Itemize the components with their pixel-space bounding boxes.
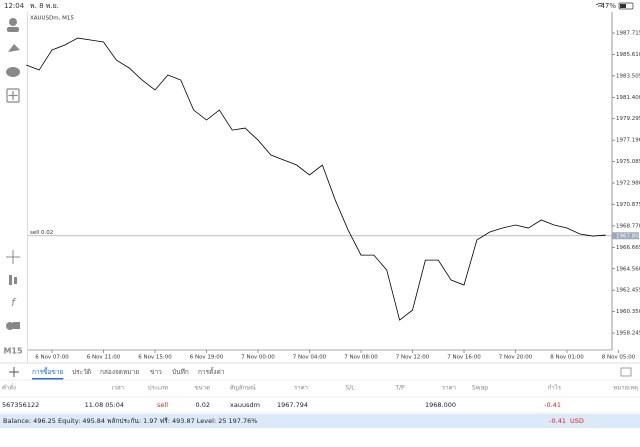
- column-header: Swap: [472, 385, 488, 392]
- column-header: เวลา: [112, 385, 124, 392]
- tab[interactable]: บันทึก: [172, 368, 189, 376]
- cell-order: 567356122: [2, 401, 39, 409]
- status-date: พ. 8 พ.ย.: [30, 2, 59, 10]
- y-tick-label: 1985.610: [616, 52, 640, 58]
- column-header: คำสั่ง: [2, 384, 16, 392]
- timeframe-button[interactable]: M15: [3, 347, 23, 356]
- x-tick-label: 6 Nov 15:00: [138, 355, 172, 361]
- y-tick-label: 1960.350: [616, 309, 640, 315]
- cell-size: 0.02: [196, 401, 210, 409]
- terminal-content: การซื้อขาย ประวัติ กล่องจดหมาย ข่าว บันทึก กา…: [2, 367, 638, 409]
- x-tick-label: 8 Nov 01:00: [550, 355, 584, 361]
- column-header: กำไร: [548, 384, 562, 392]
- x-tick-label: 7 Nov 04:00: [293, 355, 327, 361]
- x-tick-label: 7 Nov 08:00: [344, 355, 378, 361]
- battery-level: [620, 4, 626, 8]
- column-header: T/P: [394, 385, 405, 392]
- column-header: ขนาด: [195, 385, 211, 392]
- cell-time: 11.08 05:04: [85, 401, 124, 409]
- y-tick-label: 1966.665: [616, 245, 640, 251]
- tab[interactable]: การตั้งค่า: [198, 367, 225, 376]
- x-tick-label: 6 Nov 07:00: [35, 355, 69, 361]
- y-tick-label: 1977.190: [616, 138, 640, 144]
- indicator-icon[interactable]: f: [11, 296, 17, 309]
- new-order-icon[interactable]: [6, 88, 20, 103]
- tab[interactable]: ข่าว: [150, 368, 162, 376]
- y-tick-label: 1970.875: [616, 202, 640, 208]
- x-tick-label: 6 Nov 19:00: [190, 355, 224, 361]
- wifi-icon: [595, 3, 605, 7]
- terminal-panel: [0, 362, 640, 447]
- cell-current-price: 1968.000: [425, 401, 456, 409]
- new-order-plus: [8, 91, 18, 100]
- status-time: 12:04: [4, 2, 25, 10]
- cell-price: 1967.794: [277, 401, 308, 409]
- chart-title: XAUUSDm, M15: [30, 16, 74, 22]
- column-header: S/L: [345, 385, 355, 392]
- cell-symbol: xauusdm: [230, 401, 260, 409]
- column-header: หมายเหตุ: [613, 385, 638, 392]
- y-tick-label: 1981.400: [616, 95, 640, 101]
- account-icon-body: [7, 27, 19, 32]
- cell-type: sell: [157, 401, 168, 409]
- summary-text: Balance: 496.25 Equity: 495.84 พลักประกั…: [3, 417, 257, 425]
- summary-currency: USD: [570, 417, 584, 425]
- current-price-label: 1967.800: [616, 233, 640, 239]
- order-line-label: sell 0.02: [30, 230, 53, 236]
- cell-profit: -0.41: [544, 401, 561, 409]
- account-icon[interactable]: [9, 18, 17, 26]
- tab-underline: [32, 378, 64, 380]
- column-header: ประเภท: [148, 385, 168, 392]
- y-tick-label: 1962.455: [616, 288, 640, 294]
- chart: 1987.715 1985.610 1983.505 1981.400 1979.295…: [26, 31, 640, 361]
- summary-profit: -0.41: [549, 417, 566, 425]
- crosshair-icon[interactable]: [6, 250, 20, 264]
- x-tick-label: 7 Nov 00:00: [241, 355, 275, 361]
- x-tick-label: 7 Nov 20:00: [499, 355, 533, 361]
- y-tick-label: 1987.715: [616, 31, 640, 37]
- x-tick-label: 7 Nov 16:00: [447, 355, 481, 361]
- objects-icon[interactable]: [6, 322, 14, 330]
- column-header: ราคา: [442, 385, 456, 392]
- y-tick-label: 1975.085: [616, 159, 640, 165]
- column-header: สัญลักษณ์: [230, 384, 256, 392]
- y-tick-label: 1972.980: [616, 181, 640, 187]
- tab[interactable]: กล่องจดหมาย: [100, 368, 139, 376]
- candles-icon-2: [14, 277, 17, 284]
- column-header: ราคา: [294, 385, 308, 392]
- y-tick-label: 1979.295: [616, 116, 640, 122]
- objects-icon-2: [13, 322, 20, 329]
- y-tick-label: 1968.770: [616, 223, 640, 229]
- candles-icon[interactable]: [9, 275, 12, 285]
- x-tick-label: 8 Nov 05:00: [602, 355, 636, 361]
- summary-bar: [0, 414, 640, 428]
- y-tick-label: 1964.560: [616, 266, 640, 272]
- price-line: [26, 37, 606, 321]
- battery-icon: [618, 2, 634, 10]
- add-button[interactable]: [9, 367, 19, 377]
- toolbar: f: [6, 18, 20, 330]
- y-tick-label: 1958.245: [616, 331, 640, 337]
- trade-icon[interactable]: [8, 44, 20, 52]
- x-tick-label: 6 Nov 11:00: [87, 355, 121, 361]
- chat-icon[interactable]: [6, 67, 20, 77]
- current-price-tag: [612, 232, 639, 240]
- panel-toggle[interactable]: [620, 367, 632, 377]
- tab[interactable]: ประวัติ: [72, 368, 91, 376]
- status-battery: 47%: [600, 2, 616, 10]
- x-tick-label: 7 Nov 12:00: [396, 355, 430, 361]
- y-tick-label: 1983.505: [616, 73, 640, 79]
- tab[interactable]: การซื้อขาย: [32, 367, 63, 376]
